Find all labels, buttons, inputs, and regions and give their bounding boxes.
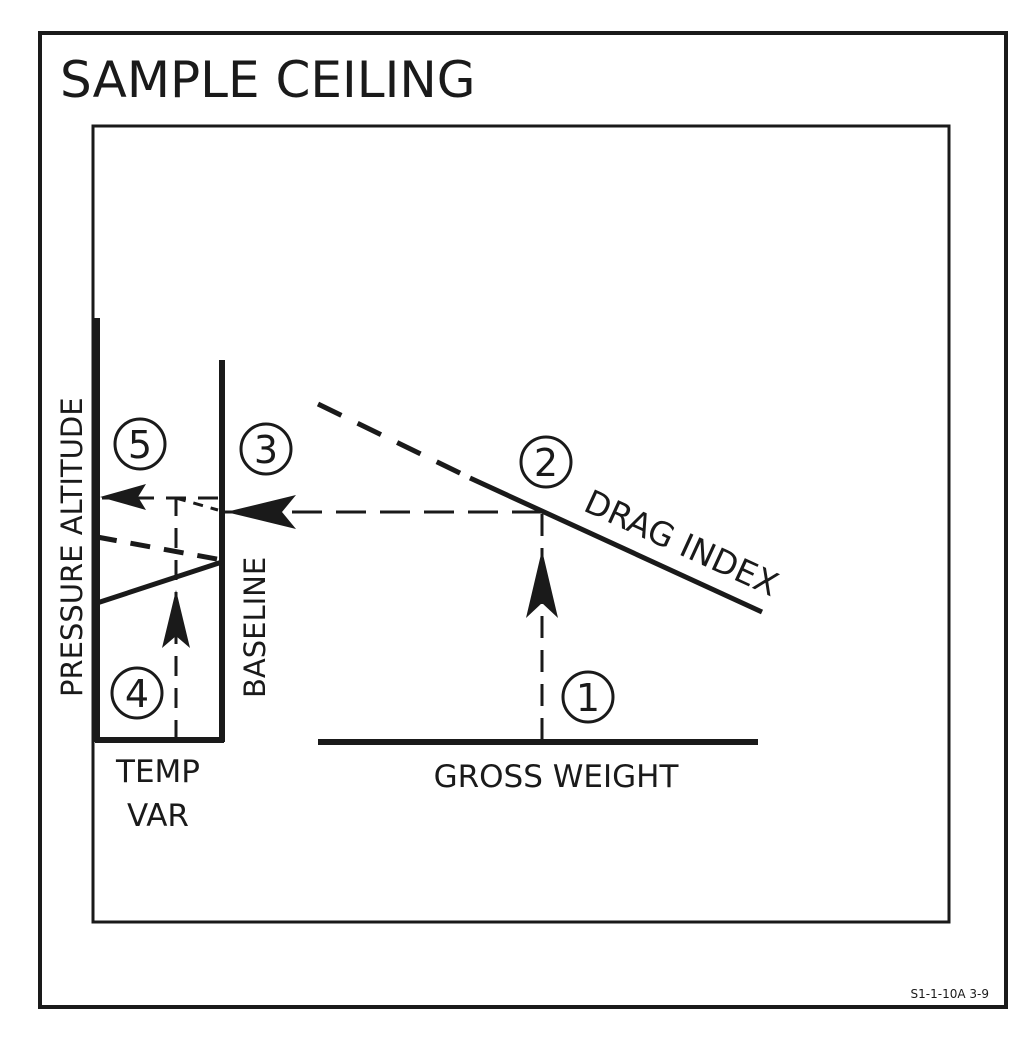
step5-arrowhead [100, 484, 146, 510]
outer-frame [38, 31, 1008, 1009]
svg-text:5: 5 [128, 423, 152, 467]
svg-text:4: 4 [125, 672, 149, 716]
temp-var-line [96, 559, 223, 606]
step-marker-1: 1 [561, 670, 615, 724]
step5-link [175, 496, 219, 512]
svg-text:2: 2 [534, 441, 558, 485]
step3-arrowhead [226, 495, 296, 529]
step-marker-3: 3 [239, 422, 293, 476]
step-marker-4: 4 [110, 666, 164, 720]
step1-arrowhead [526, 550, 558, 618]
pressure-altitude-label: PRESSURE ALTITUDE [55, 397, 89, 697]
drag-index-line [316, 401, 472, 481]
gross-weight-label: GROSS WEIGHT [434, 759, 680, 795]
svg-text:3: 3 [254, 428, 278, 472]
page-title: SAMPLE CEILING [60, 51, 476, 109]
inner-frame [91, 124, 951, 924]
figure-id: S1-1-10A 3-9 [911, 987, 989, 1001]
step-marker-2: 2 [519, 435, 573, 489]
temp-var-label-line2: VAR [127, 798, 189, 834]
svg-text:1: 1 [576, 676, 600, 720]
step4-arrowhead [162, 590, 190, 648]
drag-index-line-solid [468, 475, 764, 615]
temp-var-label-line1: TEMP [115, 754, 200, 790]
step-marker-5: 5 [113, 417, 167, 471]
baseline-label: BASELINE [238, 557, 272, 698]
temp-var-dashed-line [96, 534, 223, 563]
